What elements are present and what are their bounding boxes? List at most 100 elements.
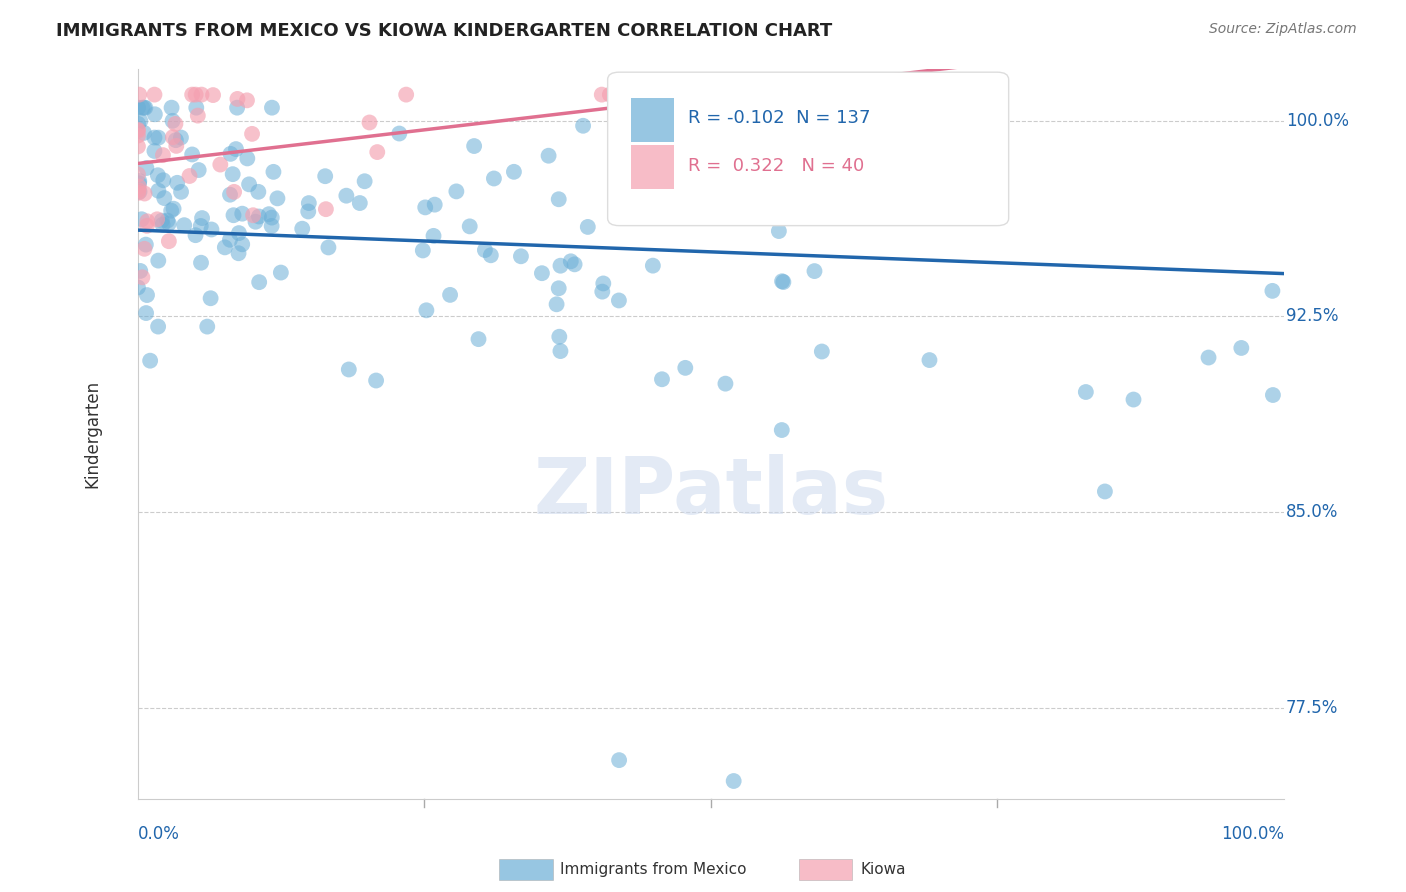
Point — [482, 171, 505, 186]
Point — [132, 126, 155, 140]
Point — [564, 257, 586, 271]
Point — [143, 144, 166, 158]
Point — [152, 218, 174, 232]
Point — [548, 330, 571, 344]
Point — [127, 123, 149, 137]
Point — [576, 219, 599, 234]
Point — [510, 249, 533, 263]
Point — [127, 186, 149, 200]
Point — [463, 139, 485, 153]
Point — [190, 256, 212, 270]
Point — [131, 101, 153, 115]
Point — [723, 774, 745, 789]
Point — [439, 288, 461, 302]
Point — [415, 303, 437, 318]
Point — [673, 194, 696, 208]
Point — [673, 360, 696, 375]
Point — [1261, 388, 1284, 402]
Point — [395, 87, 418, 102]
Point — [128, 87, 150, 102]
Point — [146, 168, 169, 182]
Point — [165, 117, 187, 131]
Point — [131, 212, 153, 227]
Point — [160, 203, 183, 218]
Point — [162, 130, 184, 145]
Point — [607, 293, 630, 308]
Point — [143, 87, 166, 102]
Text: 100.0%: 100.0% — [1286, 112, 1348, 129]
Point — [572, 119, 595, 133]
Point — [222, 185, 245, 199]
Point — [136, 288, 159, 302]
Point — [260, 219, 283, 233]
Text: Kiowa: Kiowa — [860, 863, 905, 877]
Point — [537, 149, 560, 163]
Text: ZIPatlas: ZIPatlas — [533, 454, 889, 531]
Point — [214, 240, 236, 254]
Point — [187, 163, 209, 178]
Point — [225, 142, 247, 156]
Point — [135, 306, 157, 320]
Point — [152, 148, 174, 162]
Point — [546, 297, 568, 311]
Point — [129, 114, 152, 128]
Point — [221, 167, 243, 181]
Point — [270, 266, 292, 280]
Point — [231, 207, 253, 221]
Point — [550, 344, 572, 359]
Point — [228, 246, 250, 260]
Point — [1261, 284, 1284, 298]
Point — [128, 185, 150, 199]
Point — [181, 87, 204, 102]
Text: R = -0.102  N = 137: R = -0.102 N = 137 — [688, 109, 870, 128]
Point — [134, 242, 156, 256]
Point — [200, 291, 222, 305]
Point — [135, 161, 157, 175]
Point — [772, 275, 794, 289]
Point — [318, 240, 340, 254]
Point — [127, 124, 149, 138]
Point — [165, 139, 187, 153]
Point — [458, 219, 481, 234]
Point — [247, 185, 270, 199]
Point — [187, 109, 209, 123]
Point — [592, 277, 614, 291]
Point — [181, 147, 204, 161]
Point — [153, 191, 176, 205]
Point — [238, 178, 260, 192]
Point — [156, 213, 179, 227]
Point — [184, 228, 207, 243]
Point — [127, 101, 149, 115]
Point — [803, 264, 825, 278]
Point — [314, 169, 336, 184]
Text: Kindergarten: Kindergarten — [83, 380, 101, 488]
Point — [127, 280, 149, 294]
Point — [195, 319, 218, 334]
Point — [479, 248, 502, 262]
Point — [191, 211, 214, 225]
Point — [366, 145, 388, 159]
Point — [222, 208, 245, 222]
Point — [446, 185, 468, 199]
Point — [770, 274, 793, 288]
Point — [190, 87, 212, 102]
Point — [202, 88, 225, 103]
Point — [190, 219, 212, 233]
Point — [1094, 484, 1116, 499]
Text: Source: ZipAtlas.com: Source: ZipAtlas.com — [1209, 22, 1357, 37]
Point — [560, 254, 582, 268]
Point — [783, 161, 806, 175]
Point — [231, 237, 253, 252]
Point — [530, 266, 553, 280]
Point — [148, 184, 170, 198]
Point — [388, 127, 411, 141]
Point — [547, 281, 569, 295]
Point — [245, 215, 267, 229]
Text: 0.0%: 0.0% — [138, 825, 180, 843]
Point — [219, 233, 242, 247]
Point — [148, 130, 170, 145]
Point — [266, 191, 288, 205]
Point — [714, 376, 737, 391]
Point — [412, 244, 434, 258]
Point — [240, 127, 263, 141]
